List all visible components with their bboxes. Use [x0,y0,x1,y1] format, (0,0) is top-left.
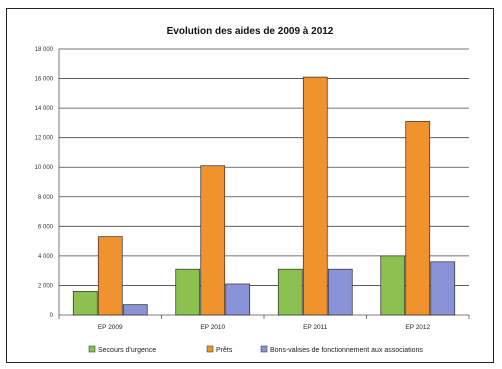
y-tick-label: 0 [50,313,54,319]
y-tick-label: 12 000 [35,136,54,142]
legend-label: Bons-valises de fonctionnement aux assoc… [270,347,423,354]
legend: Secours d'urgence Prêts Bons-valises de fo… [88,345,423,354]
bar [430,261,456,316]
x-category-label: EP 2010 [200,324,225,331]
legend-swatch [260,345,268,353]
chart-frame: Evolution des aides de 2009 à 2012 0 2 00… [6,8,494,363]
y-tick-label: 18 000 [35,47,54,53]
bar [277,268,303,316]
bar-chart: Evolution des aides de 2009 à 2012 0 2 00… [35,26,470,354]
y-tick-label: 10 000 [35,165,54,171]
bar [302,76,328,316]
bar [72,291,98,316]
y-tick-label: 14 000 [35,106,54,112]
legend-label: Prêts [216,347,233,354]
legend-swatch [88,345,96,353]
bar [175,268,201,316]
bar [200,165,226,316]
bar [225,283,251,316]
bar [97,236,123,316]
bar [122,304,148,316]
grid-lines [59,48,469,286]
bars [72,76,456,316]
bar [327,268,353,316]
y-tick-label: 2 000 [38,283,54,289]
legend-swatch [206,345,214,353]
bar [380,255,406,316]
x-category-label: EP 2009 [98,324,123,331]
y-tick-labels: 0 2 000 4 000 6 000 8 000 10 000 12 000 14 000 1… [35,47,54,319]
x-category-label: EP 2011 [303,324,328,331]
y-tick-label: 8 000 [38,195,54,201]
y-tick-label: 4 000 [38,254,54,260]
y-tick-label: 16 000 [35,77,54,83]
y-tick-label: 6 000 [38,224,54,230]
chart-title: Evolution des aides de 2009 à 2012 [167,26,334,37]
bar [405,121,431,316]
x-category-label: EP 2012 [405,324,430,331]
x-category-labels: EP 2009 EP 2010 EP 2011 EP 2012 [98,324,431,331]
legend-label: Secours d'urgence [98,347,156,354]
